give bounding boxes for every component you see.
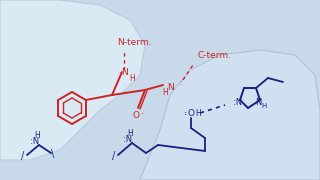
Text: H: H (195, 109, 201, 118)
Text: :N: :N (124, 136, 132, 145)
Text: /: / (21, 151, 25, 161)
Text: H: H (261, 103, 267, 109)
Text: :: : (179, 80, 181, 86)
Text: :N: :N (233, 98, 243, 107)
Text: ·: · (185, 108, 188, 118)
Text: C-term.: C-term. (198, 51, 232, 60)
Text: H: H (129, 73, 135, 82)
Text: :: : (118, 71, 120, 77)
Polygon shape (140, 50, 320, 180)
Text: N: N (122, 68, 128, 76)
Text: O: O (188, 109, 195, 118)
Text: N-term.: N-term. (117, 37, 151, 46)
Text: N: N (168, 82, 174, 91)
Text: :N: :N (30, 138, 40, 147)
Text: ·: · (141, 109, 145, 119)
Text: O: O (132, 111, 140, 120)
Text: H: H (34, 130, 40, 140)
Text: H: H (127, 129, 133, 138)
Text: \: \ (52, 149, 55, 159)
Text: H: H (162, 87, 168, 96)
Text: /: / (112, 151, 116, 161)
Text: ·: · (185, 110, 188, 120)
Polygon shape (0, 0, 145, 160)
Text: N: N (255, 98, 261, 107)
